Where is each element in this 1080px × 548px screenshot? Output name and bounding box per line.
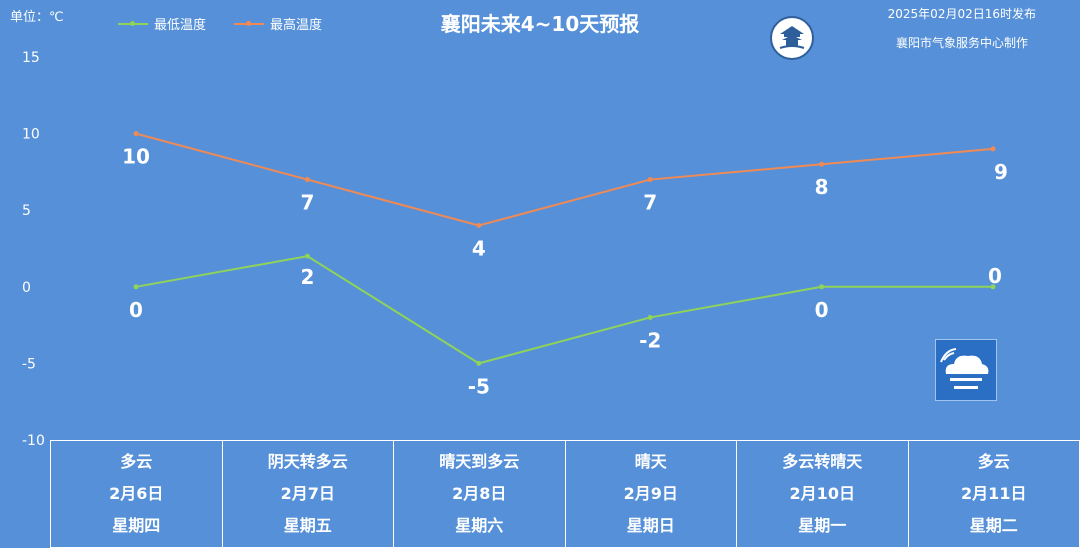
weekday-text: 星期二 [969,516,1018,535]
data-label-min: 0 [815,298,829,322]
weather-text: 多云转晴天 [782,452,863,471]
date-text: 2月6日 [109,484,164,503]
weather-text: 阴天转多云 [267,452,348,471]
legend-label-max: 最高温度 [270,18,323,33]
legend-swatch-min [118,20,148,26]
forecast-cell: 晴天到多云 2月8日 星期六 [393,440,566,548]
weekday-text: 星期六 [455,516,504,535]
data-point-min [133,284,139,290]
weekday-text: 星期日 [626,516,675,535]
weather-text: 晴天到多云 [439,452,520,471]
chart-title: 襄阳未来4~10天预报 [440,12,640,36]
data-point-max [647,177,653,183]
data-point-min [819,284,825,290]
data-point-max [304,177,310,183]
weather-bureau-logo [770,16,814,60]
data-label-max: 7 [643,191,657,215]
weather-text: 多云 [120,452,153,471]
y-tick-label: 10 [22,127,40,143]
legend-label-min: 最低温度 [154,18,207,33]
weather-text: 晴天 [634,452,667,471]
producer-credit: 襄阳市气象服务中心制作 [895,36,1028,50]
forecast-cell: 晴天 2月9日 星期日 [564,440,737,548]
data-point-max [476,223,482,229]
data-label-max: 8 [815,175,829,199]
data-point-min [990,284,996,290]
forecast-cell: 多云 2月11日 星期二 [907,440,1080,548]
radio-station-logo [935,339,997,401]
date-text: 2月9日 [623,484,678,503]
data-label-max: 7 [300,191,314,215]
y-tick-label: 15 [22,50,40,66]
y-tick-label: -5 [22,356,36,372]
legend-swatch-max [234,20,264,26]
data-point-max [819,161,825,167]
data-label-min: 2 [300,265,314,289]
date-text: 2月7日 [280,484,335,503]
forecast-cell: 多云转晴天 2月10日 星期一 [736,440,909,548]
unit-label: 单位：℃ [10,10,64,25]
data-label-min: 0 [129,298,143,322]
data-label-min: -2 [639,328,661,352]
cloud-broadcast-icon [940,348,989,389]
forecast-cell: 多云 2月6日 星期四 [50,440,223,548]
data-point-min [476,360,482,366]
y-tick-label: 0 [22,280,31,296]
data-point-min [304,253,310,259]
data-point-min [647,314,653,320]
weekday-text: 星期五 [283,516,332,535]
publish-time: 2025年02月02日16时发布 [887,7,1036,21]
series-line-min [135,255,993,365]
data-point-max [990,146,996,152]
data-label-min: 0 [988,264,1002,288]
series-line-max [135,132,994,227]
data-label-max: 10 [122,145,150,169]
y-tick-label: -10 [22,433,45,449]
data-label-min: -5 [468,374,490,398]
date-text: 2月10日 [789,484,855,503]
forecast-cell: 阴天转多云 2月7日 星期五 [221,440,394,548]
weather-text: 多云 [977,452,1010,471]
weekday-text: 星期四 [112,516,161,535]
pagoda-icon [779,26,805,49]
legend-item-max: 最高温度 [234,14,322,33]
y-tick-label: 5 [22,203,31,219]
weekday-text: 星期一 [798,516,847,535]
data-label-max: 4 [472,237,486,261]
data-label-max: 9 [994,160,1008,184]
date-text: 2月8日 [452,484,507,503]
data-point-max [133,131,139,137]
date-text: 2月11日 [961,484,1027,503]
forecast-table: 多云 2月6日 星期四 阴天转多云 2月7日 星期五 晴天到多云 2月8日 星期… [50,440,1080,548]
legend-item-min: 最低温度 [118,14,206,33]
